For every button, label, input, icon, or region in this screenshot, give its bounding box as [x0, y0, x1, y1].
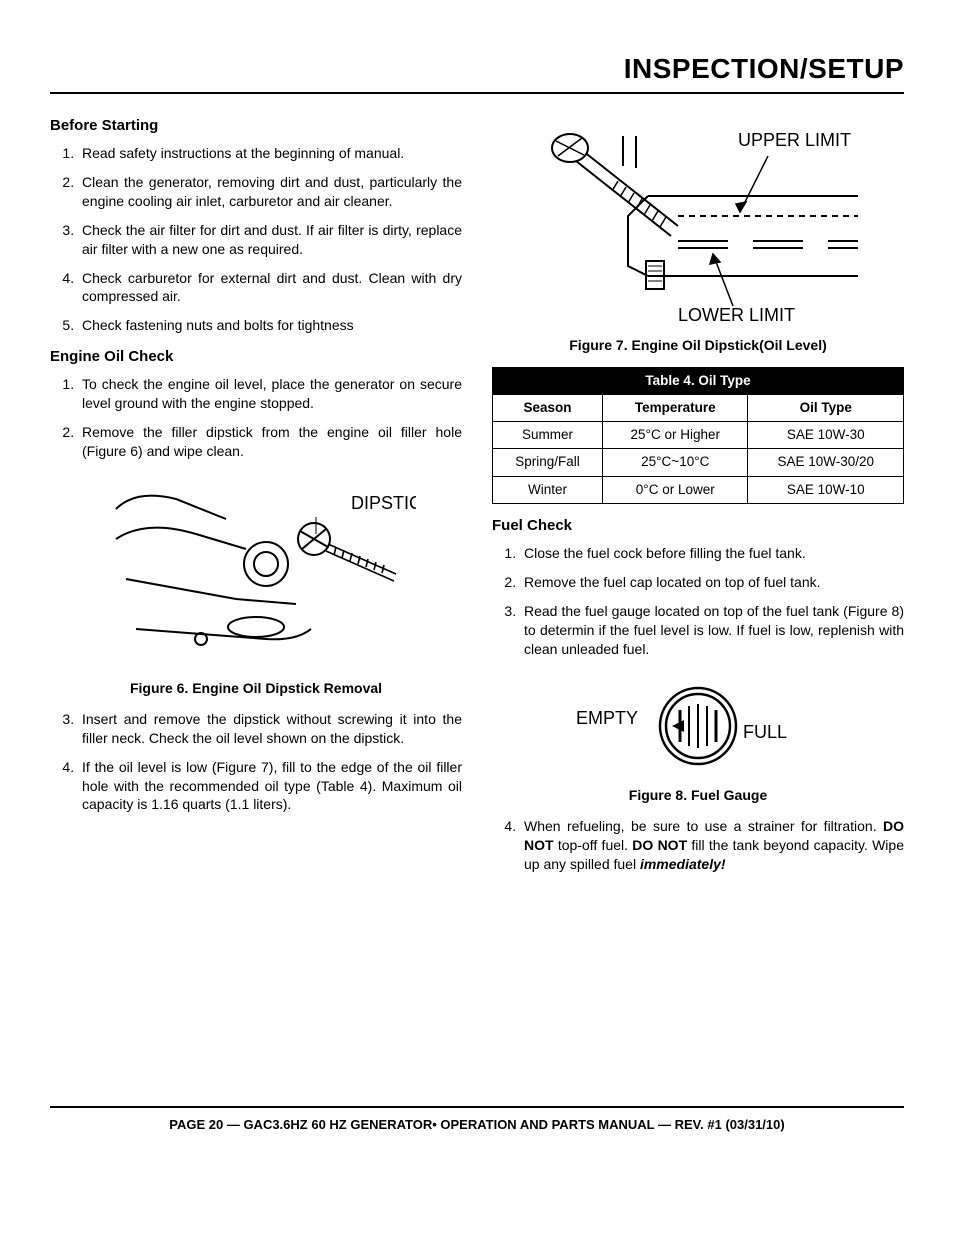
list-item: Check fastening nuts and bolts for tight… [78, 316, 462, 335]
table-header: Oil Type [748, 394, 904, 421]
full-label: FULL [743, 722, 787, 742]
table-cell: SAE 10W-10 [748, 476, 904, 503]
table-row: Spring/Fall 25°C~10°C SAE 10W-30/20 [493, 449, 904, 476]
list-item: If the oil level is low (Figure 7), fill… [78, 758, 462, 815]
table-cell: 25°C or Higher [603, 422, 748, 449]
engine-oil-check-heading: Engine Oil Check [50, 347, 462, 367]
table-row: Winter 0°C or Lower SAE 10W-10 [493, 476, 904, 503]
figure-8: EMPTY FULL [492, 676, 904, 776]
table-cell: 25°C~10°C [603, 449, 748, 476]
oil-level-diagram: UPPER LIMIT LOWER LIMIT [528, 126, 868, 326]
engine-oil-check-list-b: Insert and remove the dipstick without s… [50, 710, 462, 814]
title-rule [50, 92, 904, 94]
table-cell: SAE 10W-30/20 [748, 449, 904, 476]
table-cell: Summer [493, 422, 603, 449]
list-item: Check carburetor for external dirt and d… [78, 269, 462, 307]
page-title: INSPECTION/SETUP [50, 50, 904, 88]
fuel-check-list-b: When refueling, be sure to use a straine… [492, 817, 904, 874]
empty-label: EMPTY [576, 708, 638, 728]
table-title: Table 4. Oil Type [493, 367, 904, 394]
figure-6-caption: Figure 6. Engine Oil Dipstick Removal [50, 679, 462, 698]
text-bold: DO NOT [632, 837, 687, 853]
table-header: Temperature [603, 394, 748, 421]
list-item: Close the fuel cock before filling the f… [520, 544, 904, 563]
figure-7: UPPER LIMIT LOWER LIMIT [492, 126, 904, 326]
fuel-check-heading: Fuel Check [492, 516, 904, 536]
right-column: UPPER LIMIT LOWER LIMIT Figure 7. Engine… [492, 108, 904, 886]
text: top-off fuel. [554, 837, 633, 853]
columns: Before Starting Read safety instructions… [50, 108, 904, 886]
figure-8-caption: Figure 8. Fuel Gauge [492, 786, 904, 805]
left-column: Before Starting Read safety instructions… [50, 108, 462, 886]
oil-type-table: Table 4. Oil Type Season Temperature Oil… [492, 367, 904, 504]
table-header: Season [493, 394, 603, 421]
upper-limit-label: UPPER LIMIT [738, 130, 851, 150]
list-item: Check the air filter for dirt and dust. … [78, 221, 462, 259]
page-footer: PAGE 20 — GAC3.6HZ 60 HZ GENERATOR• OPER… [50, 1116, 904, 1134]
list-item: Read safety instructions at the beginnin… [78, 144, 462, 163]
figure-7-caption: Figure 7. Engine Oil Dipstick(Oil Level) [492, 336, 904, 355]
before-starting-heading: Before Starting [50, 116, 462, 136]
list-item: Insert and remove the dipstick without s… [78, 710, 462, 748]
list-item: Clean the generator, removing dirt and d… [78, 173, 462, 211]
list-item: When refueling, be sure to use a straine… [520, 817, 904, 874]
text-emphasis: immediately! [640, 856, 726, 872]
fuel-gauge-diagram: EMPTY FULL [568, 676, 828, 776]
before-starting-list: Read safety instructions at the beginnin… [50, 144, 462, 335]
list-item: Remove the filler dipstick from the engi… [78, 423, 462, 461]
list-item: To check the engine oil level, place the… [78, 375, 462, 413]
engine-oil-check-list-a: To check the engine oil level, place the… [50, 375, 462, 461]
figure-6: DIPSTICK [50, 479, 462, 669]
text: When refueling, be sure to use a straine… [524, 818, 883, 834]
table-cell: 0°C or Lower [603, 476, 748, 503]
table-row: Summer 25°C or Higher SAE 10W-30 [493, 422, 904, 449]
dipstick-removal-diagram: DIPSTICK [96, 479, 416, 669]
table-cell: Winter [493, 476, 603, 503]
footer-rule [50, 1106, 904, 1108]
dipstick-label: DIPSTICK [351, 493, 416, 513]
lower-limit-label: LOWER LIMIT [678, 305, 795, 325]
list-item: Read the fuel gauge located on top of th… [520, 602, 904, 659]
fuel-check-list-a: Close the fuel cock before filling the f… [492, 544, 904, 658]
table-cell: Spring/Fall [493, 449, 603, 476]
table-cell: SAE 10W-30 [748, 422, 904, 449]
list-item: Remove the fuel cap located on top of fu… [520, 573, 904, 592]
